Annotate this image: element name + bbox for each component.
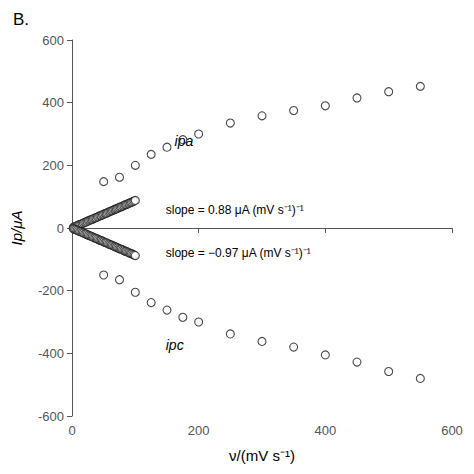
svg-text:-200: -200 [38,283,64,298]
svg-text:0: 0 [68,423,75,438]
svg-text:600: 600 [42,33,64,48]
svg-text:-400: -400 [38,346,64,361]
svg-text:400: 400 [314,423,336,438]
svg-text:slope = 0.88 μA (mV s⁻¹)⁻¹: slope = 0.88 μA (mV s⁻¹)⁻¹ [166,203,304,217]
svg-text:600: 600 [441,423,463,438]
svg-text:200: 200 [188,423,210,438]
svg-text:0: 0 [57,221,64,236]
svg-text:ν/(mV s⁻¹): ν/(mV s⁻¹) [229,447,295,464]
svg-text:-600: -600 [38,409,64,424]
svg-text:slope = −0.97 μA (mV s⁻¹)⁻¹: slope = −0.97 μA (mV s⁻¹)⁻¹ [166,246,311,260]
svg-text:ipc: ipc [166,337,184,353]
svg-text:B.: B. [13,10,29,29]
svg-text:200: 200 [42,158,64,173]
svg-text:Ip/μA: Ip/μA [8,211,25,246]
svg-text:400: 400 [42,95,64,110]
svg-text:ipa: ipa [175,133,194,149]
